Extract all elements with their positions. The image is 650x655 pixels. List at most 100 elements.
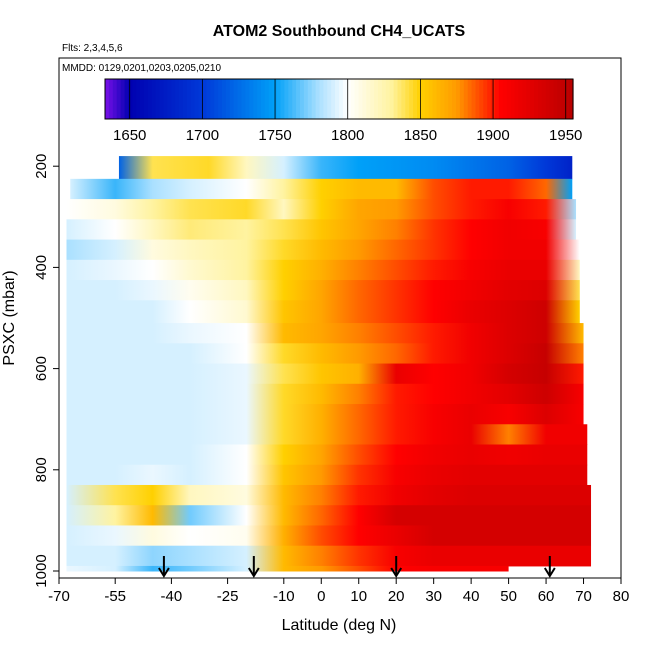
- colorbar-swatch: [198, 79, 204, 119]
- x-tick-label: 70: [575, 588, 592, 605]
- colorbar-swatch: [346, 79, 352, 119]
- colorbar-swatch: [311, 79, 317, 119]
- colorbar-swatch: [342, 79, 348, 119]
- colorbar-swatch: [534, 79, 539, 119]
- colorbar-swatch: [463, 79, 469, 119]
- colorbar-swatch: [393, 79, 399, 119]
- colorbar-swatch: [225, 79, 231, 119]
- heatmap-layer: [66, 219, 577, 241]
- y-tick-label: 200: [33, 154, 50, 179]
- colorbar-swatch: [537, 79, 543, 119]
- latitude-arrow-head: [543, 567, 556, 578]
- colorbar-swatch: [167, 79, 172, 119]
- colorbar-swatch: [264, 79, 270, 119]
- colorbar-swatch: [237, 79, 243, 119]
- colorbar-swatch: [233, 79, 239, 119]
- heatmap-layer: [66, 323, 584, 344]
- colorbar-swatch: [179, 79, 184, 119]
- colorbar-swatch: [358, 79, 363, 119]
- colorbar-swatch: [565, 79, 570, 119]
- colorbar-swatch: [444, 79, 449, 119]
- colorbar-swatch: [354, 79, 360, 119]
- colorbar-swatch: [159, 79, 165, 119]
- colorbar-swatch: [432, 79, 438, 119]
- colorbar-swatch: [456, 79, 461, 119]
- colorbar-swatch: [424, 79, 430, 119]
- colorbar-swatch: [561, 79, 566, 119]
- colorbar-tick-label: 1750: [258, 127, 291, 144]
- colorbar-swatch: [479, 79, 484, 119]
- colorbar-swatch: [319, 79, 324, 119]
- colorbar-swatch: [296, 79, 301, 119]
- colorbar-swatch: [518, 79, 523, 119]
- heatmap-layer: [66, 424, 588, 445]
- x-tick-label: 20: [388, 588, 405, 605]
- heatmap-layer: [66, 363, 584, 385]
- colorbar-swatch: [112, 79, 118, 119]
- heatmap-layer: [70, 178, 573, 200]
- heatmap-layer: [66, 525, 592, 547]
- colorbar-swatch: [530, 79, 535, 119]
- heatmap-layer: [66, 383, 584, 405]
- heatmap-layer: [66, 484, 592, 506]
- colorbar-swatch: [323, 79, 328, 119]
- colorbar-swatch: [362, 79, 367, 119]
- colorbar-swatch: [366, 79, 371, 119]
- colorbar-tick-label: 1950: [549, 127, 582, 144]
- x-tick-label: -25: [217, 588, 239, 605]
- colorbar-swatch: [183, 79, 188, 119]
- colorbar-swatch: [175, 79, 180, 119]
- colorbar-swatch: [105, 79, 110, 119]
- colorbar-swatch: [459, 79, 465, 119]
- colorbar-swatch: [374, 79, 379, 119]
- colorbar-swatch: [385, 79, 391, 119]
- colorbar-swatch: [397, 79, 402, 119]
- y-tick-label: 400: [33, 255, 50, 280]
- colorbar-swatch: [210, 79, 215, 119]
- heatmap-layer: [66, 239, 580, 261]
- latitude-arrows: [158, 556, 556, 578]
- heatmap-layer: [66, 343, 584, 365]
- x-tick-label: 50: [500, 588, 517, 605]
- colorbar-tick-label: 1700: [186, 127, 219, 144]
- heatmap-layer: [66, 444, 588, 466]
- colorbar-swatch: [370, 79, 375, 119]
- colorbar-swatch: [413, 79, 418, 119]
- x-tick-label: 60: [538, 588, 555, 605]
- colorbar-swatch: [557, 79, 562, 119]
- colorbar-swatch: [506, 79, 512, 119]
- colorbar-swatch: [300, 79, 305, 119]
- colorbar-swatch: [202, 79, 207, 119]
- colorbar-tick-label: 1650: [113, 127, 146, 144]
- x-tick-label: 80: [613, 588, 630, 605]
- colorbar-swatch: [144, 79, 149, 119]
- colorbar-swatch: [440, 79, 445, 119]
- heatmap-layer: [66, 300, 580, 324]
- colorbar-swatch: [194, 79, 200, 119]
- colorbar-swatch: [249, 79, 254, 119]
- colorbar-swatch: [381, 79, 387, 119]
- colorbar-swatch: [331, 79, 336, 119]
- colorbar-swatch: [241, 79, 246, 119]
- colorbar-swatch: [401, 79, 406, 119]
- colorbar-swatch: [257, 79, 262, 119]
- colorbar-swatch: [276, 79, 282, 119]
- colorbar-swatch: [261, 79, 266, 119]
- plot-frame: [58, 57, 622, 579]
- colorbar-swatch: [545, 79, 551, 119]
- x-tick-label: -55: [104, 588, 126, 605]
- colorbar-swatch: [526, 79, 531, 119]
- colorbar: 1650 1700 1750 1800 1850 1900 1950: [104, 78, 582, 144]
- colorbar-swatch: [487, 79, 492, 119]
- dates-label: MMDD: 0129,0201,0203,0205,0210: [62, 63, 221, 74]
- colorbar-swatch: [190, 79, 196, 119]
- colorbar-swatch: [350, 79, 356, 119]
- colorbar-swatch: [389, 79, 395, 119]
- colorbar-swatch: [420, 79, 426, 119]
- x-axis: -70 -55 -40 -25 -10 0 10 20 30 40 50 60 70 80: [48, 578, 629, 605]
- colorbar-swatch: [522, 79, 527, 119]
- heatmap-layer: [118, 156, 573, 180]
- colorbar-swatch: [495, 79, 500, 119]
- y-axis-label: PSXC (mbar): [1, 270, 18, 365]
